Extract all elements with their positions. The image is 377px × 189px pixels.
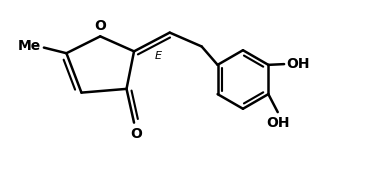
Text: O: O bbox=[130, 127, 142, 141]
Text: E: E bbox=[155, 51, 162, 61]
Text: OH: OH bbox=[266, 116, 290, 130]
Text: O: O bbox=[94, 19, 106, 33]
Text: Me: Me bbox=[18, 40, 41, 53]
Text: OH: OH bbox=[286, 57, 310, 71]
